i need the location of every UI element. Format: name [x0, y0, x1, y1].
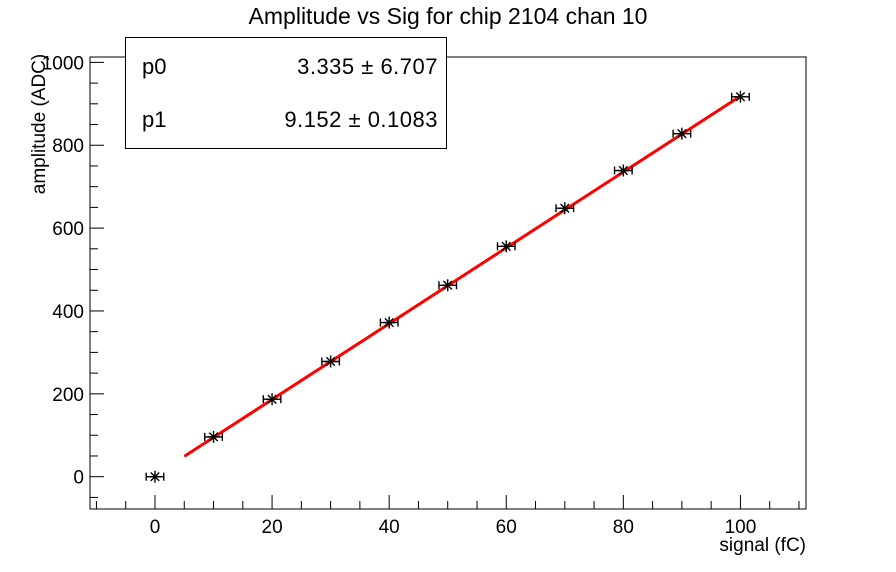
x-tick-label: 0	[150, 517, 161, 538]
fit-stats-box: p0 3.335 ± 6.707 p1 9.152 ± 0.1083	[125, 37, 447, 149]
data-point-marker	[208, 432, 219, 442]
x-tick-label: 80	[613, 517, 634, 538]
stats-row-p1: p1 9.152 ± 0.1083	[142, 100, 438, 140]
y-tick-label: 400	[52, 302, 84, 323]
data-point-marker	[384, 317, 394, 328]
data-point-marker	[735, 92, 746, 102]
data-point-marker	[677, 128, 687, 139]
x-tick-label: 40	[379, 517, 400, 538]
y-tick-label: 1000	[42, 53, 84, 74]
x-tick-label: 20	[262, 517, 283, 538]
x-axis-title: signal (fC)	[719, 535, 806, 556]
y-tick-label: 0	[73, 468, 84, 489]
stats-row-p0: p0 3.335 ± 6.707	[142, 47, 438, 87]
fit-line	[183, 94, 742, 458]
param-name-p0: p0	[142, 54, 167, 79]
plot-frame	[89, 56, 807, 510]
data-point-marker	[618, 165, 629, 176]
data-point-marker	[501, 241, 511, 252]
param-name-p1: p1	[142, 107, 167, 132]
chart-title: Amplitude vs Sig for chip 2104 chan 10	[248, 3, 648, 29]
x-tick-label: 60	[496, 517, 517, 538]
data-point-marker	[442, 280, 453, 291]
param-value-p1: 9.152 ± 0.1083	[284, 107, 438, 132]
x-tick-label: 100	[725, 517, 757, 538]
data-point-marker	[150, 471, 160, 482]
y-axis-title: amplitude (ADC)	[29, 53, 50, 195]
param-value-p0: 3.335 ± 6.707	[297, 54, 438, 79]
data-point-marker	[325, 356, 336, 367]
y-tick-label: 200	[52, 385, 84, 406]
y-tick-label: 600	[52, 219, 84, 240]
y-tick-label: 800	[52, 136, 84, 157]
data-point-marker	[267, 394, 277, 404]
data-point-marker	[560, 203, 570, 213]
